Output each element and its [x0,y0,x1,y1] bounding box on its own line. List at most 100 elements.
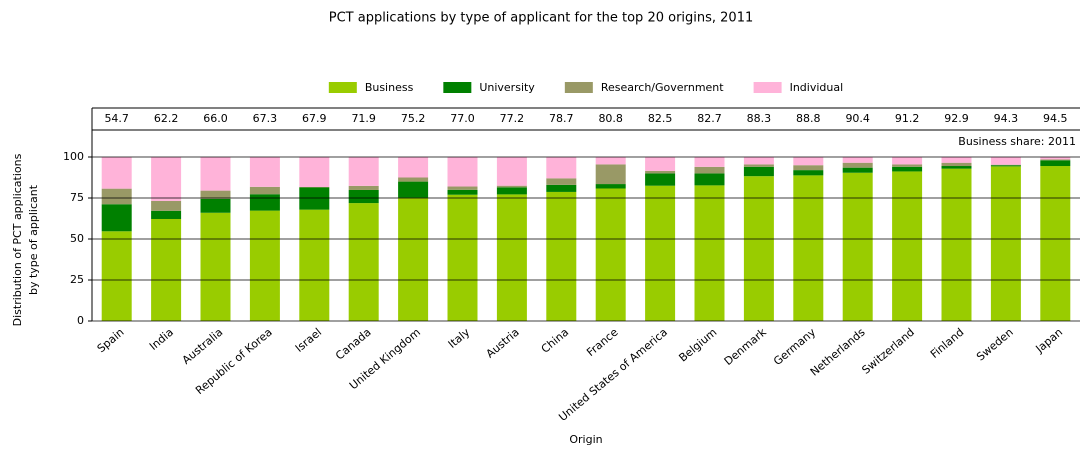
bar-segment [892,157,923,165]
bar-segment [793,175,824,321]
bar-segment [595,157,626,165]
y-tick-label: 25 [70,273,84,286]
x-tick-label: Israel [293,326,324,355]
chart-title: PCT applications by type of applicant fo… [329,11,754,26]
business-share-label: 82.5 [648,112,673,125]
legend-label: Research/Government [601,81,724,94]
business-share-label: 94.5 [1043,112,1068,125]
bar-segment [299,157,330,188]
bar-segment [645,173,676,186]
bar-segment [546,157,577,179]
business-share-label: 88.8 [796,112,821,125]
bar-segment [941,166,972,169]
business-share-label: 67.3 [253,112,278,125]
bar-segment [595,184,626,189]
bar-segment [398,181,429,198]
x-tick-label: Belgium [676,326,719,365]
bar-segment [694,185,725,321]
x-tick: Germany [771,325,818,368]
bar-segment [793,157,824,166]
legend-label: Individual [790,81,844,94]
bar-segment [398,197,429,321]
legend-swatch [328,82,357,93]
table-label: Business share: 2011 [958,135,1076,148]
bar-segment [151,200,182,211]
x-axis-label: Origin [569,433,602,446]
business-share-label: 94.3 [994,112,1019,125]
x-tick-label: Switzerland [859,326,917,377]
bar-segment [990,157,1021,165]
legend-swatch [753,82,782,93]
business-share-label: 78.7 [549,112,574,125]
bar-segment [743,166,774,177]
bar-segment [546,191,577,321]
x-tick: Netherlands [808,325,868,378]
business-share-label: 75.2 [401,112,426,125]
x-tick-label: Finland [928,326,966,361]
bar-segment [348,185,379,190]
bar-segment [842,172,873,321]
bar-segment [694,157,725,167]
x-tick-label: Germany [771,325,818,368]
bar-segment [151,210,182,219]
bar-segment [546,178,577,185]
y-tick-label: 75 [70,191,84,204]
bar-segment [645,170,676,174]
legend-swatch [564,82,593,93]
bar-segment [743,176,774,321]
y-axis-label-line: by type of applicant [27,184,40,295]
business-share-label: 77.0 [450,112,475,125]
x-tick: Canada [333,326,373,363]
x-tick: Switzerland [859,326,917,377]
business-share-label: 77.2 [500,112,525,125]
y-axis-label-line: Distribution of PCT applications [11,153,24,326]
bar-segment [1040,157,1071,160]
business-share-label: 62.2 [154,112,179,125]
business-share-label: 88.3 [747,112,772,125]
bar-segment [1040,159,1071,161]
bar-segment [941,162,972,167]
bar-segment [496,185,527,188]
x-tick-label: Italy [446,325,473,351]
x-tick-label: Spain [95,326,127,356]
x-tick: Australia [180,326,226,367]
business-share-label: 66.0 [203,112,228,125]
x-tick-label: Netherlands [808,325,868,378]
x-tick: Austria [484,326,522,361]
x-tick: India [147,326,176,353]
bar-segment [743,164,774,167]
y-tick-label: 100 [63,150,84,163]
bar-segment [595,164,626,185]
x-tick-label: France [584,325,621,359]
x-tick: Denmark [722,325,770,368]
business-share-label: 71.9 [351,112,376,125]
bar-segment [842,162,873,168]
bar-segment [447,194,478,321]
bar-segment [990,165,1021,167]
bar-segment [496,187,527,195]
bar-segment [447,157,478,187]
bar-segment [694,166,725,174]
legend-label: Business [365,81,414,94]
bar-segment [299,209,330,321]
business-share-label: 54.7 [104,112,129,125]
business-share-label: 67.9 [302,112,327,125]
x-tick-label: Sweden [974,326,1016,364]
bar-segment [892,171,923,321]
bar-segment [101,188,132,205]
business-share-label: 82.7 [697,112,722,125]
bar-segment [101,231,132,321]
x-tick: Japan [1033,326,1066,356]
bar-segment [1040,160,1071,167]
business-share-label: 91.2 [895,112,920,125]
bar-segment [200,212,231,321]
x-tick-label: Canada [333,326,373,363]
bar-segment [200,157,231,191]
bar-segment [398,157,429,178]
bar-segment [151,218,182,321]
bar-segment [990,166,1021,321]
bar-segment [348,157,379,186]
bar-segment [892,164,923,167]
bar-segment [249,157,280,187]
